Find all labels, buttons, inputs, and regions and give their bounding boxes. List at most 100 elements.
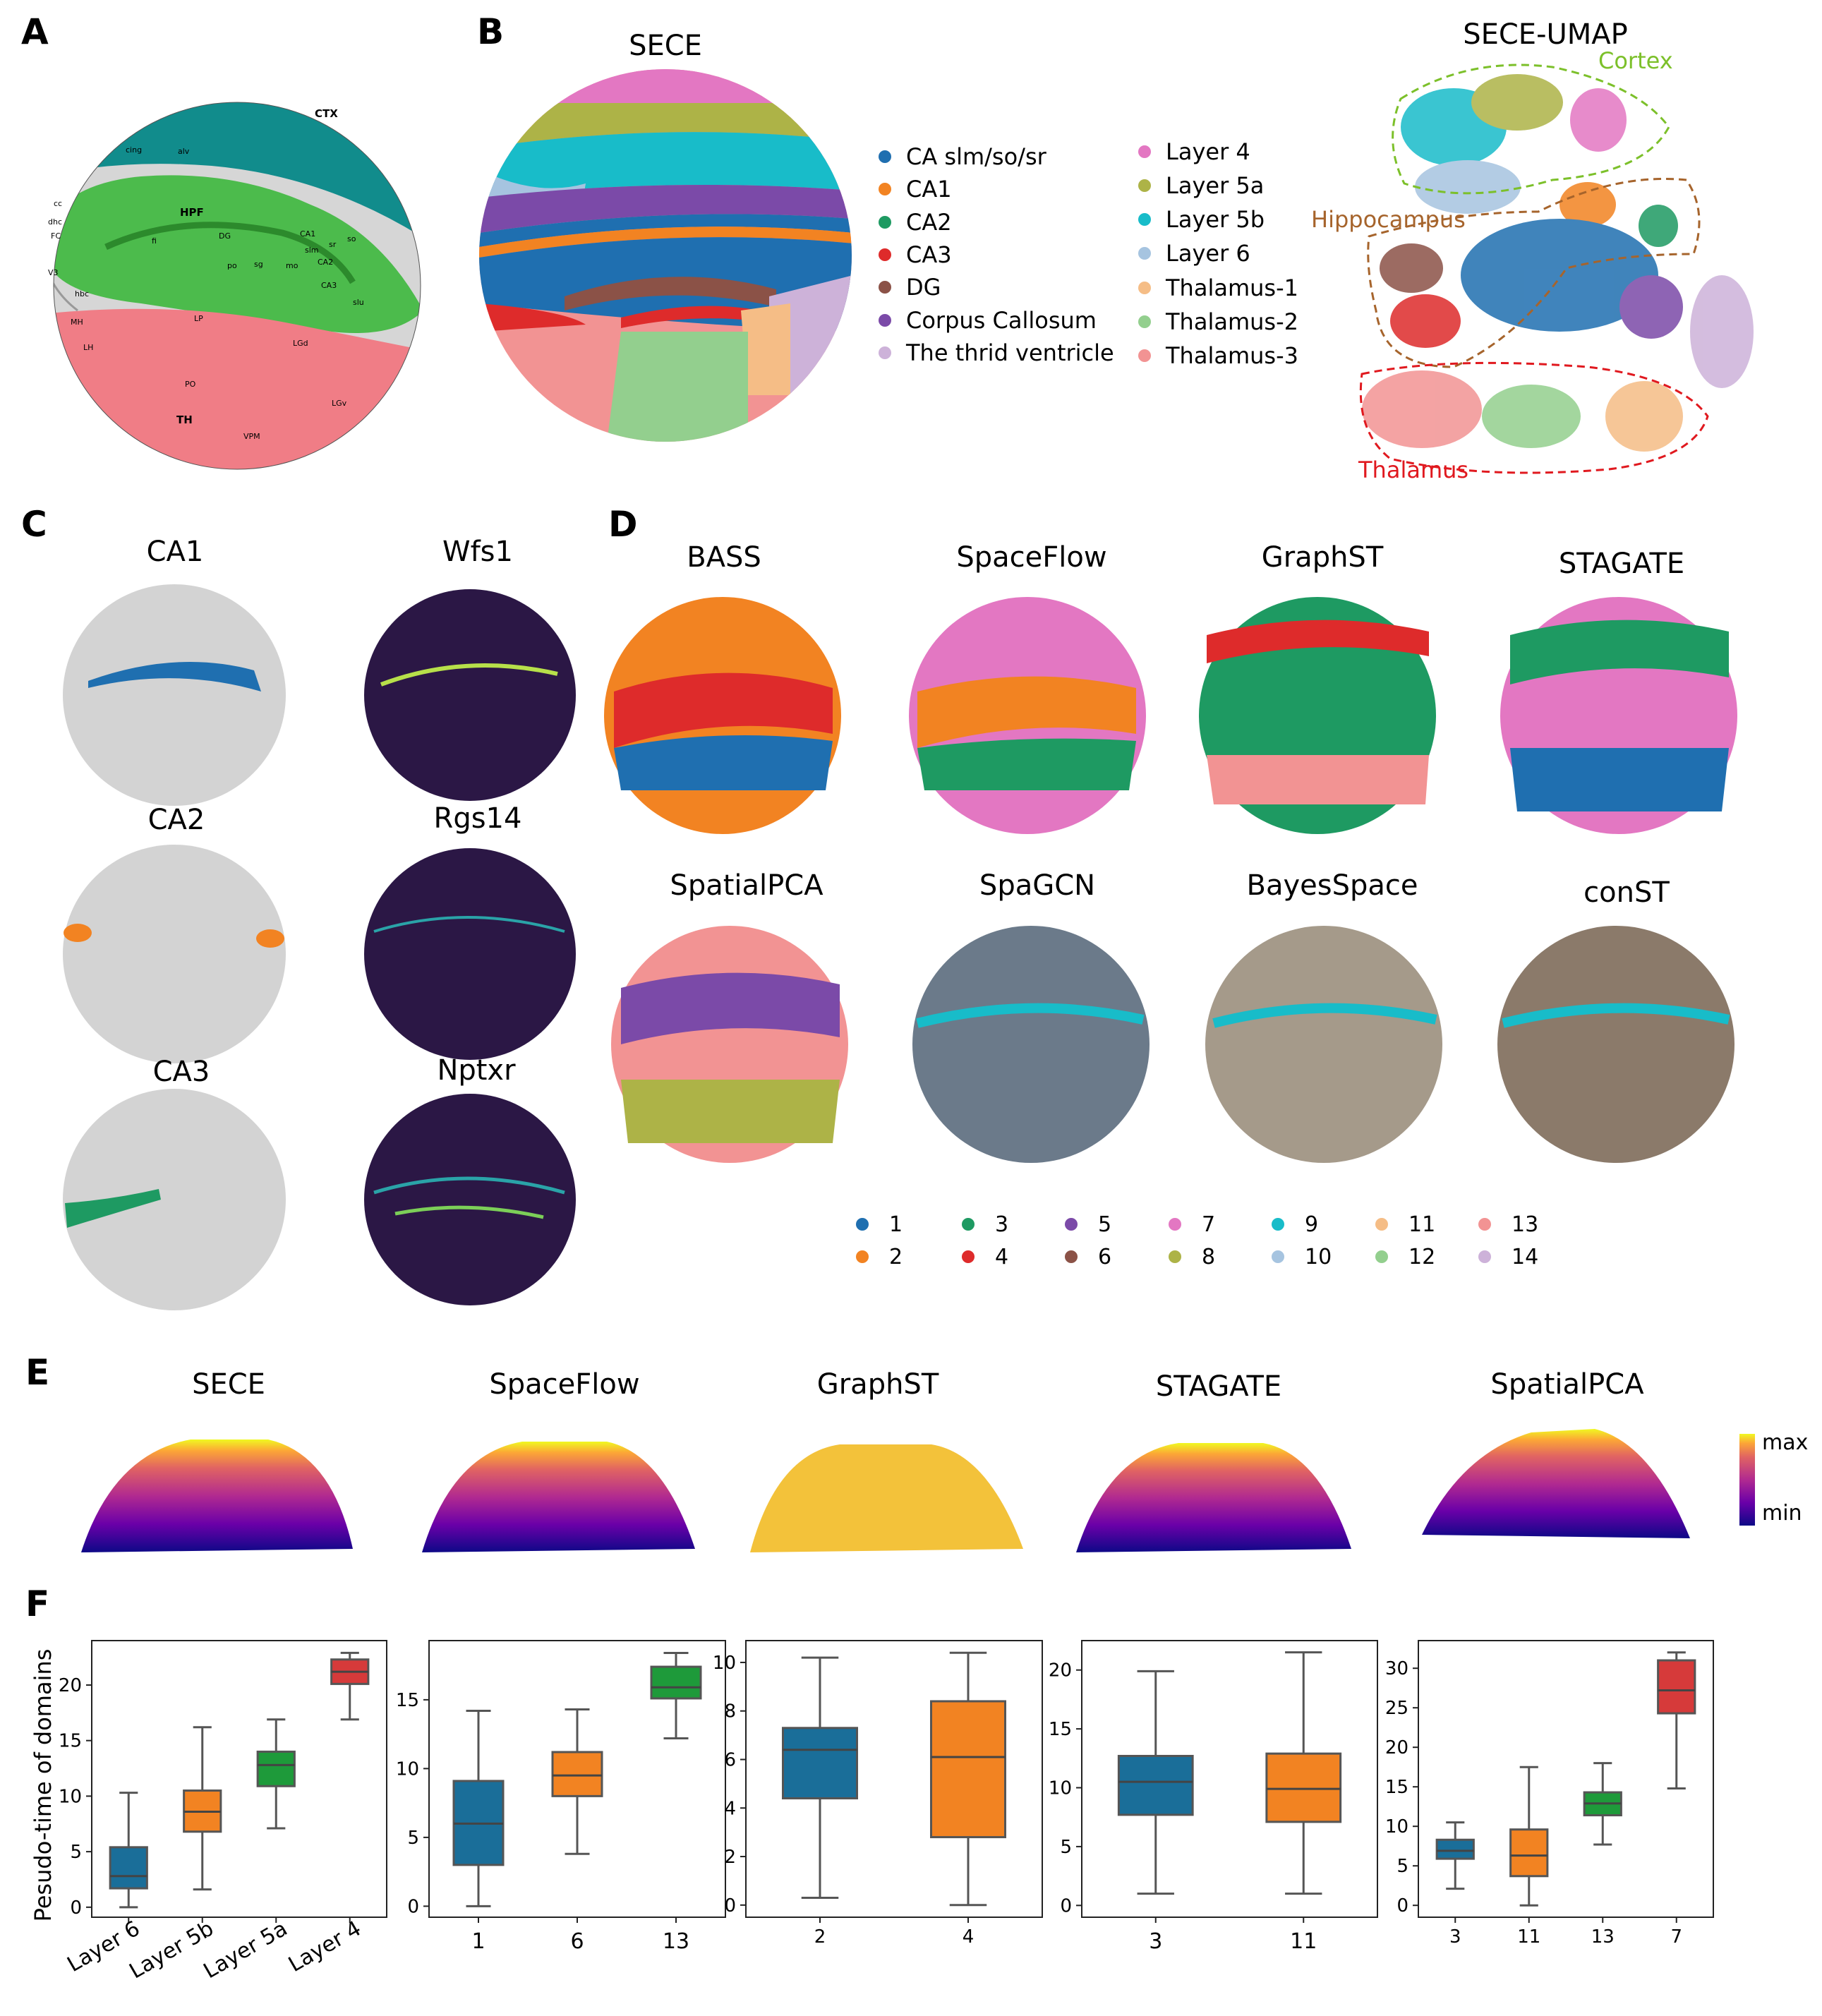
d-legend-marker-3 [962,1218,975,1231]
d-legend-label-9: 9 [1305,1212,1318,1237]
f-box-3 [1435,1838,1475,1860]
legend-item-thalamus-3: Thalamus-3 [1138,342,1298,369]
d-legend-label-11: 11 [1408,1212,1435,1237]
legend-marker-layer-5a [1138,179,1151,192]
d-legend-item-3: 3 [962,1212,1008,1237]
d-legend-item-4: 4 [962,1245,1008,1269]
f-xtick-label: Layer 4 [284,1917,366,1977]
f-ytick-label: 5 [407,1828,419,1849]
c-tissue-ca2 [63,845,286,1063]
atlas-label-po-small: po [227,261,237,270]
f-plot-domains-1-6-13: 0 5 10 15 1 6 13 [396,1640,726,1954]
legend-marker-thalamus-3 [1138,349,1151,362]
atlas-label-cc: cc [54,199,62,208]
c-domain-mark-ca1 [88,662,261,692]
f-plot-domains-2-4: 0 2 4 6 8 10 2 4 [713,1640,1043,1948]
f-ytick-label: 10 [713,1653,736,1674]
d-legend-item-10: 10 [1272,1245,1332,1269]
f-box-4 [930,1700,1006,1839]
c-domain-ca2: CA2 [63,804,286,1063]
d-legend-marker-11 [1375,1218,1388,1231]
d-legend-label-1: 1 [889,1212,903,1237]
c-domain-title-ca2: CA2 [148,804,205,836]
legend-marker-dg [879,281,891,294]
legend-item-layer-5b: Layer 5b [1138,206,1265,233]
legend-item-layer-5a: Layer 5a [1138,172,1264,199]
sece-umap: SECE-UMAP Cortex Hippocampus Thalamus [1311,18,1754,483]
f-plot-domains-3-11-13-7: 0 5 10 15 20 25 30 3 11 13 7 [1385,1640,1714,1948]
c-gene-title-rgs14: Rgs14 [434,802,522,835]
atlas-label-slm: slm [305,246,319,255]
atlas-label-vpm: VPM [243,432,260,441]
c-domain-title-ca1: CA1 [147,536,204,568]
d-legend-marker-1 [856,1218,869,1231]
legend-item-third-ventricle: The thrid ventricle [879,339,1114,366]
atlas-label-ctx: CTX [315,107,338,120]
d-title-bayesspace: BayesSpace [1247,869,1418,902]
atlas-label-dg: DG [219,231,231,241]
c-gene-signal-rgs14 [373,916,565,933]
legend-label-ca1: CA1 [906,176,952,203]
d-title-const: conST [1583,876,1670,909]
d-map-spagcn [912,926,1150,1163]
atlas-label-mo: mo [286,261,298,270]
legend-marker-layer-6 [1138,247,1151,260]
c-gene-nptxr: Nptxr [364,1054,576,1305]
legend-label-layer-5a: Layer 5a [1166,172,1264,199]
d-legend-marker-5 [1065,1218,1078,1231]
e-method-sece: SECE [81,1368,353,1552]
e-title-sece: SECE [192,1368,265,1401]
atlas-label-lgv: LGv [332,399,347,408]
legend-item-ca2: CA2 [879,209,952,236]
legend-marker-third-ventricle [879,346,891,359]
legend-label-thalamus-2: Thalamus-2 [1165,308,1298,335]
f-ylabel: Pesudo-time of domains [30,1649,56,1922]
legend-marker-ca1 [879,183,891,195]
d-legend-item-1: 1 [856,1212,903,1237]
panel-c: CA1 CA2 CA3 Wfs1 Rgs14 Nptxr [63,536,576,1310]
c-gene-signal-wfs1 [380,663,558,687]
legend-item-corpus-callosum: Corpus Callosum [879,307,1097,334]
c-gene-signal-nptxr-2 [394,1205,544,1219]
d-legend-label-5: 5 [1098,1212,1111,1237]
sece-domain-map: SECE [479,30,852,442]
legend-item-ca3: CA3 [879,241,952,268]
legend-label-layer-4: Layer 4 [1166,138,1250,165]
legend-marker-ca3 [879,248,891,261]
f-ytick-label: 15 [1049,1719,1072,1740]
f-ytick-label: 10 [1385,1816,1408,1837]
d-legend-label-14: 14 [1512,1245,1538,1269]
d-title-spatialpca: SpatialPCA [670,869,823,902]
c-domain-ca3: CA3 [63,1056,286,1310]
c-domain-mark-ca3 [65,1189,161,1228]
f-plot-domains-3-11: 0 5 10 15 20 3 11 [1049,1640,1378,1954]
c-gene-wfs1: Wfs1 [364,536,576,801]
f-axes-frame [91,1640,387,1918]
d-title-spaceflow: SpaceFlow [956,541,1106,574]
d-legend-marker-9 [1272,1218,1284,1231]
panel-letter-e: E [25,1352,49,1393]
panel-letter-f: F [25,1583,49,1624]
d-legend-marker-4 [962,1250,975,1263]
f-ytick-label: 30 [1385,1658,1408,1679]
f-ytick-label: 15 [396,1690,419,1711]
c-gene-rgs14: Rgs14 [364,802,576,1060]
f-ytick-label: 10 [59,1786,82,1807]
d-method-spaceflow: SpaceFlow [909,541,1146,834]
d-legend-marker-10 [1272,1250,1284,1263]
atlas-label-ca2: CA2 [318,258,333,267]
panel-letter-d: D [608,504,638,545]
d-method-spagcn: SpaGCN [912,869,1150,1163]
f-axes-frame [1418,1640,1714,1918]
d-legend-marker-6 [1065,1250,1078,1263]
f-box-layer-6 [109,1846,148,1890]
c-gene-map-rgs14 [364,848,576,1060]
legend-label-ca-slm: CA slm/so/sr [906,143,1047,170]
c-gene-map-nptxr [364,1094,576,1305]
d-legend-label-10: 10 [1305,1245,1332,1269]
d-method-bass: BASS [604,541,841,834]
atlas-label-po: PO [185,380,196,389]
d-legend-item-12: 12 [1375,1245,1435,1269]
legend-marker-layer-4 [1138,145,1151,158]
